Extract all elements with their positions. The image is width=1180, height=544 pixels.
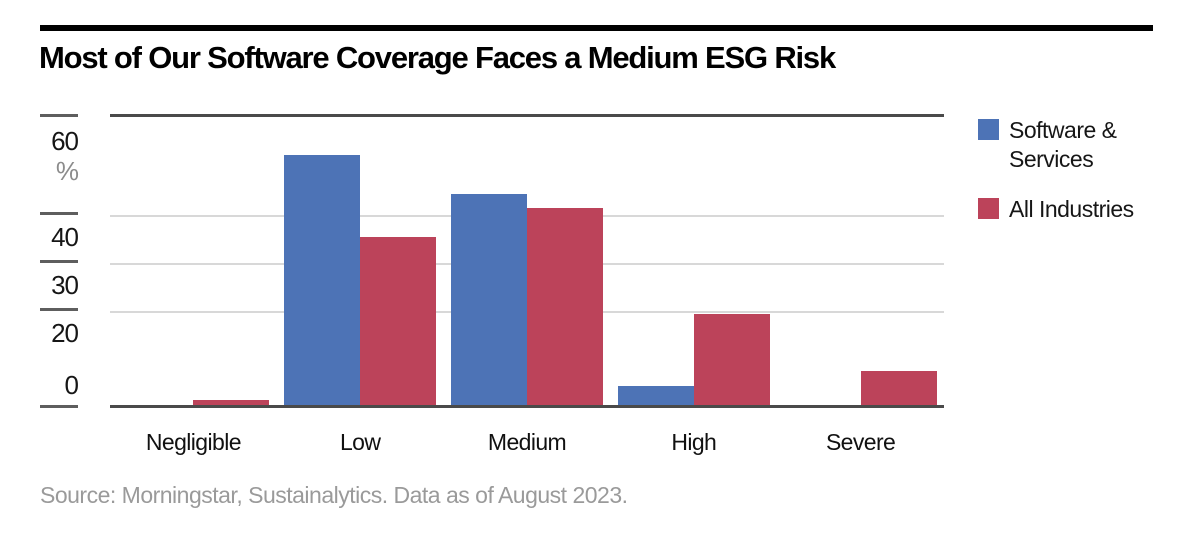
y-tick-label-0: 0 <box>64 370 79 400</box>
y-tick-60 <box>40 114 78 117</box>
legend-label: All Industries <box>1009 196 1134 222</box>
y-tick-0 <box>40 405 78 408</box>
bar-group-severe <box>777 117 944 405</box>
bar-all-industries-medium <box>526 208 603 405</box>
legend-swatch-icon <box>978 198 999 219</box>
x-axis-label-negligible: Negligible <box>145 429 242 455</box>
y-tick-40 <box>40 212 78 215</box>
bar-software-services-low <box>284 155 361 405</box>
y-tick-30 <box>40 260 78 263</box>
legend: Software & Services All Industries <box>978 116 1168 245</box>
bar-group-medium <box>444 117 611 405</box>
bar-all-industries-high <box>693 314 770 405</box>
plot-area <box>110 114 944 408</box>
legend-swatch-icon <box>978 119 999 140</box>
x-axis-label-low: Low <box>339 429 381 455</box>
legend-entry: Software & Services <box>978 116 1168 174</box>
legend-label: Software & Services <box>1009 117 1117 172</box>
bar-software-services-medium <box>450 194 527 405</box>
chart-title: Most of Our Software Coverage Faces a Me… <box>39 40 836 75</box>
legend-entry: All Industries <box>978 195 1168 224</box>
y-tick-label-40: 40 <box>51 222 79 252</box>
x-axis-label-medium: Medium <box>487 429 567 455</box>
bar-series-container <box>110 117 944 405</box>
bar-group-low <box>277 117 444 405</box>
y-axis: 60% 40 30 20 0 <box>40 114 79 408</box>
title-rule <box>40 25 1153 31</box>
bar-group-high <box>610 117 777 405</box>
y-tick-label-60: 60 <box>51 126 79 156</box>
bar-all-industries-negligible <box>193 400 270 405</box>
bar-group-negligible <box>110 117 277 405</box>
bar-software-services-high <box>617 386 694 405</box>
bar-all-industries-severe <box>860 371 937 405</box>
x-axis-label-high: High <box>671 429 717 455</box>
bar-all-industries-low <box>360 237 437 405</box>
x-axis-label-severe: Severe <box>825 429 896 455</box>
source-note: Source: Morningstar, Sustainalytics. Dat… <box>40 482 628 508</box>
x-axis-labels: Negligible Low Medium High Severe <box>110 429 944 456</box>
y-tick-20 <box>40 308 78 311</box>
y-tick-label-20: 20 <box>51 318 79 348</box>
y-axis-unit-label: % <box>55 156 79 186</box>
y-tick-label-30: 30 <box>51 270 79 300</box>
